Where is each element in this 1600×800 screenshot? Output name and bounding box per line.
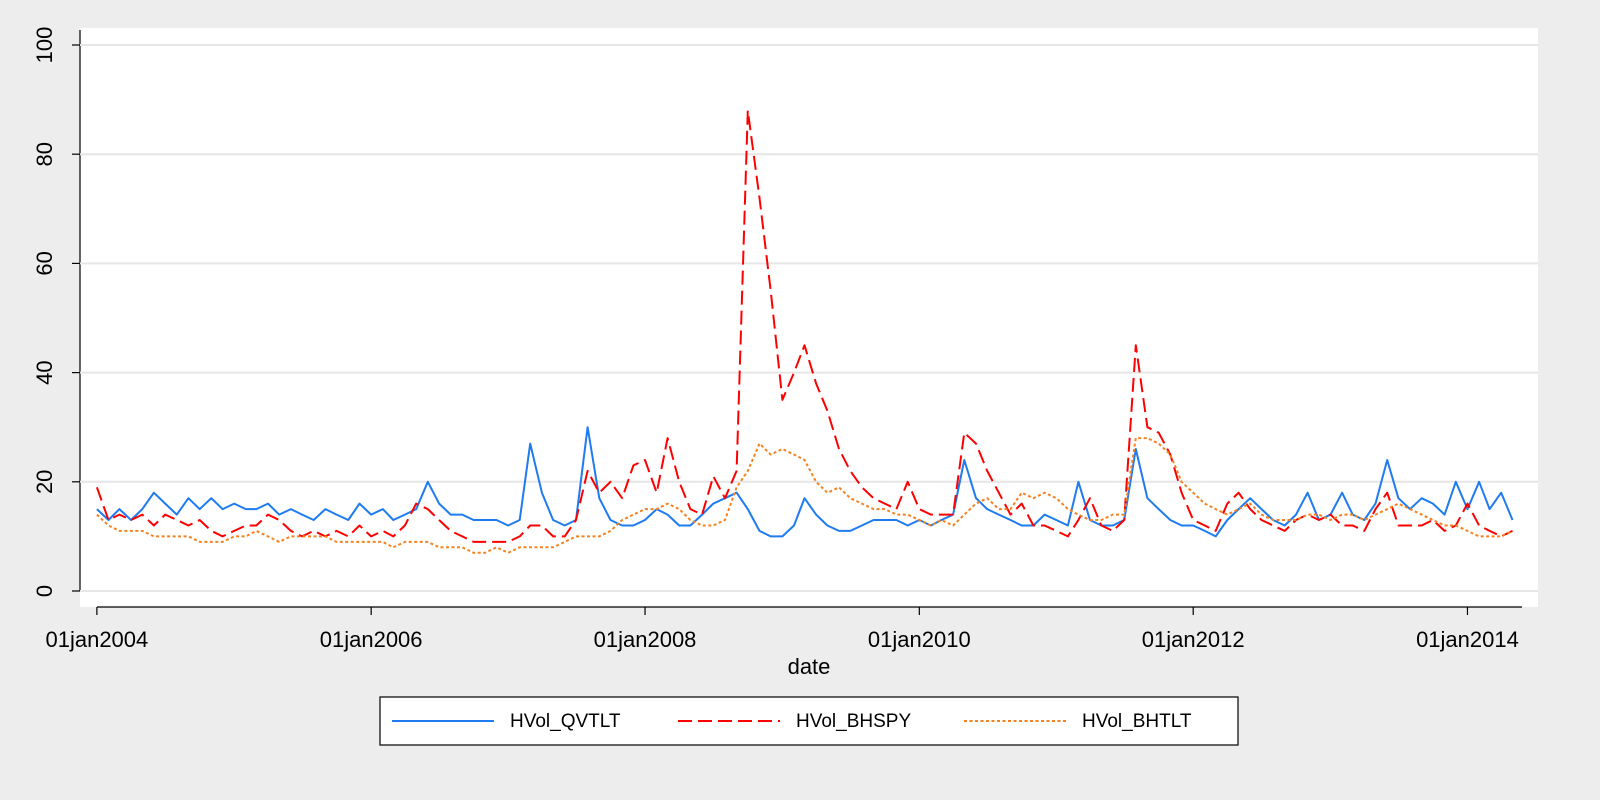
y-tick-label: 80 — [32, 142, 57, 166]
y-tick-label: 20 — [32, 470, 57, 494]
y-tick-label: 0 — [32, 585, 57, 597]
x-tick-label: 01jan2012 — [1142, 627, 1245, 652]
x-tick-label: 01jan2004 — [45, 627, 148, 652]
legend-label: HVol_BHSPY — [796, 711, 911, 732]
legend — [379, 696, 1239, 746]
series-line — [95, 109, 1513, 543]
series-line — [96, 437, 1513, 554]
y-tick-label: 100 — [32, 27, 57, 64]
x-tick-label: 01jan2014 — [1416, 627, 1519, 652]
x-tick-label: 01jan2010 — [868, 627, 971, 652]
x-tick-label: 01jan2006 — [320, 627, 423, 652]
series-line — [96, 426, 1514, 538]
y-tick-label: 40 — [32, 360, 57, 384]
legend-label: HVol_QVTLT — [510, 711, 621, 732]
y-tick-label: 60 — [32, 251, 57, 275]
x-axis-title: date — [788, 654, 831, 679]
legend-label: HVol_BHTLT — [1082, 711, 1192, 732]
x-tick-label: 01jan2008 — [594, 627, 697, 652]
